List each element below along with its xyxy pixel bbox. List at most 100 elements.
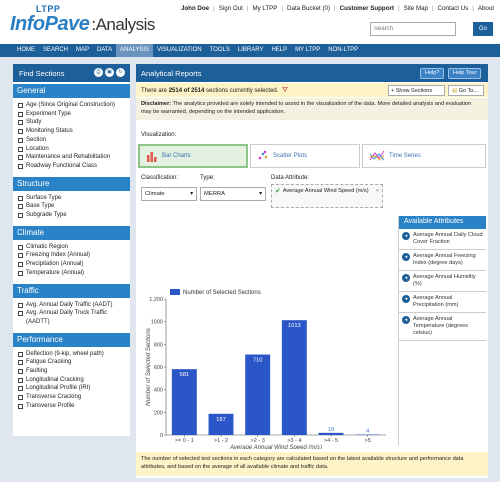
filter-checkbox[interactable]	[18, 253, 23, 259]
show-sections-button[interactable]: + Show Sections	[388, 85, 445, 96]
sidebar-filter-item[interactable]: Experiment Type	[18, 110, 125, 119]
nav-search[interactable]: SEARCH	[43, 47, 69, 53]
site-map-link[interactable]: Site Map	[403, 5, 428, 12]
nav-non-ltpp[interactable]: NON-LTPP	[328, 47, 359, 53]
data-attribute-chip[interactable]: ✔ Average Annual Wind Speed (m/s) ×	[271, 184, 383, 208]
filter-checkbox[interactable]	[18, 155, 23, 161]
filter-checkbox[interactable]	[18, 386, 23, 392]
filter-checkbox[interactable]	[18, 195, 23, 201]
sidebar-filter-item[interactable]: Section	[18, 136, 125, 145]
sidebar-filter-item[interactable]: Faulting	[18, 367, 125, 376]
sidebar-filter-item[interactable]: Avg. Annual Daily Traffic (AADT)	[18, 301, 125, 310]
contact-us-link[interactable]: Contact Us	[437, 5, 469, 12]
add-attribute-icon[interactable]: ◂	[402, 316, 410, 324]
about-link[interactable]: About	[477, 5, 494, 12]
attribute-item[interactable]: ◂ Average Annual Freezing Index (degree d…	[399, 250, 486, 271]
sidebar-filter-item[interactable]: Monitoring Status	[18, 127, 125, 136]
sidebar-section-header[interactable]: Structure	[13, 176, 130, 191]
type-select[interactable]: MERRA ▾	[200, 187, 266, 201]
search-input[interactable]	[370, 22, 456, 36]
help-tour-button[interactable]: Help Tour	[448, 68, 482, 79]
scatter-plots-option[interactable]: Scatter Plots	[250, 144, 360, 168]
nav-data[interactable]: DATA	[97, 47, 113, 53]
filter-checkbox[interactable]	[18, 163, 23, 169]
filter-checkbox[interactable]	[18, 262, 23, 268]
my-ltpp-link[interactable]: My LTPP	[252, 5, 278, 12]
nav-analysis[interactable]: ANALYSIS	[116, 44, 154, 57]
sidebar-filter-item[interactable]: Deflection (9-kip, wheel path)	[18, 350, 125, 359]
customer-support-link[interactable]: Customer Support	[339, 5, 394, 12]
attribute-item[interactable]: ◂ Average Annual Precipitation (mm)	[399, 292, 486, 313]
sidebar-filter-item[interactable]: Freezing Index (Annual)	[18, 251, 125, 260]
sidebar-filter-item[interactable]: Transverse Profile	[18, 402, 125, 411]
sidebar-filter-item[interactable]: Surface Type	[18, 194, 125, 203]
filter-checkbox[interactable]	[18, 403, 23, 409]
sidebar-section-header[interactable]: General	[13, 84, 130, 98]
sidebar-section-header[interactable]: Performance	[13, 332, 130, 347]
sidebar-filter-item[interactable]: Longitudinal Cracking	[18, 376, 125, 385]
sidebar-filter-item[interactable]: Precipitation (Annual)	[18, 260, 125, 269]
filter-checkbox[interactable]	[18, 120, 23, 126]
filter-icon[interactable]: ⛛	[282, 87, 288, 94]
sidebar-filter-item[interactable]: Temperature (Annual)	[18, 269, 125, 278]
classification-select[interactable]: Climate ▾	[141, 187, 197, 201]
nav-visualization[interactable]: VISUALIZATION	[157, 47, 202, 53]
data-bucket-link[interactable]: Data Bucket (0)	[287, 5, 331, 12]
refresh-icon[interactable]: ↻	[116, 68, 125, 77]
add-attribute-icon[interactable]: ◂	[402, 253, 410, 261]
filter-checkbox[interactable]	[18, 146, 23, 152]
user-name-link[interactable]: John Doe	[180, 5, 210, 12]
nav-help[interactable]: HELP	[271, 47, 288, 53]
sidebar-filter-item[interactable]: Base Type	[18, 202, 125, 211]
sidebar-filter-item[interactable]: Maintenance and Rehabilitation	[18, 153, 125, 162]
sidebar-filter-item[interactable]: Study	[18, 118, 125, 127]
filter-checkbox[interactable]	[18, 244, 23, 250]
remove-icon[interactable]: ×	[375, 188, 379, 194]
help-button[interactable]: Help?	[420, 68, 445, 79]
print-icon[interactable]: ⎙	[94, 68, 103, 77]
filter-checkbox[interactable]	[18, 213, 23, 219]
filter-checkbox[interactable]	[18, 311, 23, 317]
sidebar-filter-item[interactable]: Subgrade Type	[18, 211, 125, 220]
go-to-button[interactable]: ▤ Go To...	[448, 85, 484, 96]
filter-checkbox[interactable]	[18, 395, 23, 401]
sidebar-section-header[interactable]: Climate	[13, 225, 130, 240]
filter-checkbox[interactable]	[18, 111, 23, 117]
nav-home[interactable]: HOME	[17, 47, 35, 53]
attribute-item[interactable]: ◂ Average Annual Daily Cloud Cover Fracti…	[399, 229, 486, 250]
filter-checkbox[interactable]	[18, 377, 23, 383]
filter-checkbox[interactable]	[18, 270, 23, 276]
filter-checkbox[interactable]	[18, 137, 23, 143]
sidebar-filter-item[interactable]: Age (Since Original Construction)	[18, 101, 125, 110]
add-attribute-icon[interactable]: ◂	[402, 274, 410, 282]
time-series-option[interactable]: Time Series	[362, 144, 486, 168]
filter-checkbox[interactable]	[18, 369, 23, 375]
sidebar-filter-item[interactable]: Location	[18, 145, 125, 154]
sign-out-link[interactable]: Sign Out	[218, 5, 243, 12]
nav-my-ltpp[interactable]: MY LTPP	[295, 47, 321, 53]
filter-checkbox[interactable]	[18, 360, 23, 366]
add-attribute-icon[interactable]: ◂	[402, 232, 410, 240]
sidebar-filter-item[interactable]: Transverse Cracking	[18, 393, 125, 402]
filter-checkbox[interactable]	[18, 302, 23, 308]
filter-checkbox[interactable]	[18, 204, 23, 210]
nav-map[interactable]: MAP	[76, 47, 90, 53]
nav-library[interactable]: LIBRARY	[237, 47, 264, 53]
filter-checkbox[interactable]	[18, 103, 23, 108]
filter-checkbox[interactable]	[18, 129, 23, 135]
sidebar-filter-item[interactable]: Fatigue Cracking	[18, 358, 125, 367]
save-icon[interactable]: ▣	[105, 68, 114, 77]
attribute-item[interactable]: ◂ Average Annual Temperature (degrees cel…	[399, 313, 486, 341]
filter-checkbox[interactable]	[18, 351, 23, 357]
sidebar-section-header[interactable]: Traffic	[13, 283, 130, 298]
sidebar-filter-item[interactable]: Avg. Annual Daily Truck Traffic (AADTT)	[18, 309, 125, 326]
sidebar-filter-item[interactable]: Longitudinal Profile (IRI)	[18, 384, 125, 393]
attribute-item[interactable]: ◂ Average Annual Humidity (%)	[399, 271, 486, 292]
bar-charts-option[interactable]: Bar Charts	[138, 144, 248, 168]
search-go-button[interactable]: Go	[473, 22, 493, 36]
add-attribute-icon[interactable]: ◂	[402, 295, 410, 303]
nav-tools[interactable]: TOOLS	[209, 47, 230, 53]
infopave-logo[interactable]: LTPP InfoPave:Analysis	[10, 4, 155, 35]
sidebar-filter-item[interactable]: Climatic Region	[18, 243, 125, 252]
sidebar-filter-item[interactable]: Roadway Functional Class	[18, 162, 125, 171]
